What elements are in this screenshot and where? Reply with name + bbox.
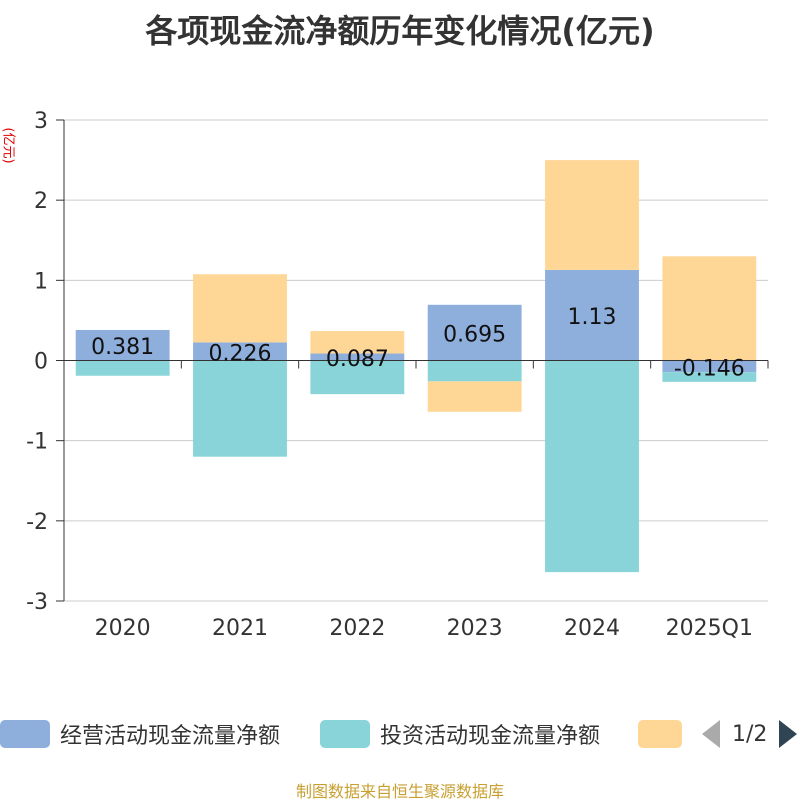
bar-series2-2024 [545, 360, 639, 573]
bar-series2-2023 [427, 360, 522, 382]
bar-series1-2023 [427, 304, 522, 361]
chart-title: 各项现金流净额历年变化情况(亿元) [145, 12, 655, 50]
y-tick-label: -3 [26, 590, 48, 615]
data-label-operating: 0.087 [326, 347, 389, 372]
bar-series3-2023 [427, 381, 522, 412]
y-tick-label: -2 [26, 510, 48, 535]
bar-series3-2025Q1 [662, 256, 757, 361]
data-label-operating: 1.13 [568, 305, 617, 330]
bar-series1-2020 [75, 329, 170, 361]
legend-prev-page-icon[interactable] [702, 720, 720, 748]
x-tick-label: 2022 [329, 616, 385, 641]
x-tick-label: 2020 [95, 616, 151, 641]
data-source-note: 制图数据来自恒生聚源数据库 [295, 782, 504, 801]
y-tick-label: 3 [34, 109, 48, 134]
bar-series1-2021 [193, 342, 287, 361]
data-label-operating: 0.695 [443, 323, 506, 348]
bar-series1-2022 [310, 353, 405, 361]
data-label-operating: 0.226 [209, 341, 272, 366]
chart-legend: 经营活动现金流量净额 投资活动现金流量净额 1/2 [0, 716, 800, 756]
x-tick-label: 2023 [447, 616, 503, 641]
legend-item-operating[interactable]: 经营活动现金流量净额 [0, 716, 280, 752]
bar-series3-2022 [310, 331, 405, 354]
legend-pager: 1/2 [702, 716, 798, 752]
legend-label-operating: 经营活动现金流量净额 [60, 724, 281, 749]
legend-swatch-operating [0, 720, 50, 748]
legend-next-page-icon[interactable] [779, 720, 798, 748]
legend-item-financing[interactable] [638, 716, 682, 752]
y-tick-label: 2 [34, 189, 48, 214]
bar-series2-2020 [75, 360, 170, 376]
bar-series3-2024 [545, 160, 639, 270]
data-label-operating: -0.146 [674, 356, 745, 381]
legend-swatch-investing [320, 720, 370, 748]
bar-series2-2025Q1 [662, 372, 757, 382]
x-tick-label: 2025Q1 [666, 616, 753, 641]
y-tick-label: 0 [34, 350, 48, 375]
y-tick-label: -1 [26, 430, 48, 455]
bar-series2-2021 [193, 360, 287, 457]
bar-series1-2025Q1 [662, 360, 757, 373]
x-tick-label: 2024 [564, 616, 620, 641]
legend-label-investing: 投资活动现金流量净额 [380, 724, 601, 749]
data-label-operating: 0.381 [91, 335, 154, 360]
legend-item-investing[interactable]: 投资活动现金流量净额 [320, 716, 600, 752]
y-tick-label: 1 [34, 269, 48, 294]
bar-series2-2022 [310, 360, 405, 395]
legend-page-indicator: 1/2 [732, 721, 768, 747]
x-tick-label: 2021 [212, 616, 268, 641]
bar-series1-2024 [545, 269, 639, 361]
legend-swatch-financing [638, 720, 682, 748]
bar-series3-2021 [193, 274, 287, 343]
